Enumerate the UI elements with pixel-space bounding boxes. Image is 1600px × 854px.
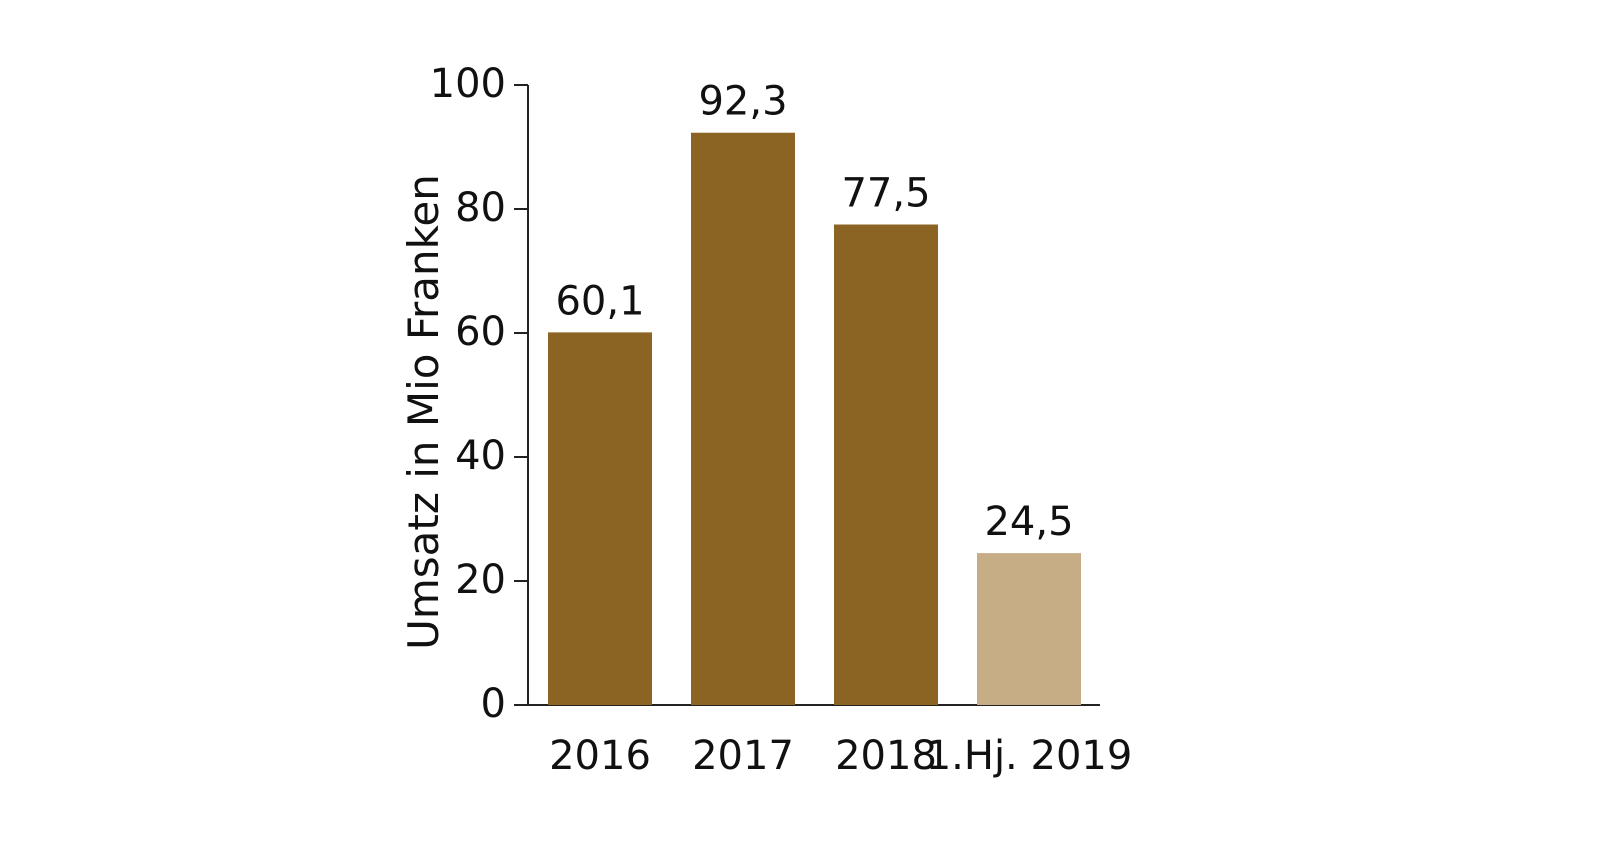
x-tick-label: 2017 (692, 733, 794, 779)
x-tick-label: 1.Hj. 2019 (926, 733, 1133, 779)
bar (977, 553, 1081, 705)
data-label: 77,5 (841, 171, 930, 217)
y-tick-label: 40 (455, 433, 506, 479)
y-axis: 0 20 40 60 80 100 (430, 61, 529, 727)
y-tick-label: 60 (455, 309, 506, 355)
data-labels: 60,1 92,3 77,5 24,5 (555, 79, 1073, 545)
y-tick-label: 20 (455, 557, 506, 603)
data-label: 60,1 (555, 278, 644, 324)
y-tick-label: 100 (430, 61, 506, 107)
bar (834, 224, 938, 705)
data-label: 92,3 (698, 79, 787, 125)
x-tick-label: 2016 (549, 733, 651, 779)
bar (691, 132, 795, 706)
y-tick-label: 80 (455, 185, 506, 231)
y-axis-label: Umsatz in Mio Franken (399, 174, 448, 650)
data-label: 24,5 (984, 499, 1073, 545)
bars (548, 132, 1081, 706)
x-tick-label: 2018 (835, 733, 937, 779)
bar (548, 332, 652, 705)
y-tick-label: 0 (481, 681, 506, 727)
